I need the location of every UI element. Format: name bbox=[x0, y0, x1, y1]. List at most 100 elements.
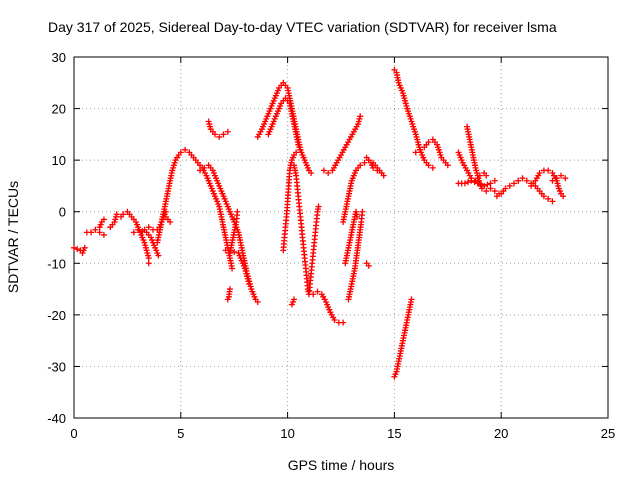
data-point bbox=[519, 175, 526, 182]
data-point bbox=[254, 298, 261, 305]
series-arc-27 bbox=[391, 66, 436, 171]
series-arc-18 bbox=[291, 162, 322, 298]
data-point bbox=[425, 162, 432, 169]
data-point bbox=[461, 180, 468, 187]
data-point bbox=[378, 170, 385, 177]
series-arc-23 bbox=[342, 208, 361, 267]
data-point bbox=[357, 113, 364, 120]
data-point bbox=[506, 182, 513, 189]
data-point bbox=[234, 208, 241, 215]
data-point bbox=[145, 260, 152, 267]
series-arc-6 bbox=[130, 226, 162, 259]
data-point bbox=[141, 226, 148, 233]
data-point bbox=[231, 248, 238, 255]
data-point bbox=[487, 185, 494, 192]
data-point bbox=[320, 167, 327, 174]
series-arc-26 bbox=[363, 260, 372, 269]
data-point bbox=[474, 180, 481, 187]
y-tick-label: 30 bbox=[52, 50, 66, 65]
data-point bbox=[325, 170, 332, 177]
data-point bbox=[444, 162, 451, 169]
data-point bbox=[216, 133, 223, 140]
data-point bbox=[201, 164, 208, 171]
axis-ticks: 0 5 10 15 20 25 -40 -30 -20 -10 0 10 20 30 bbox=[47, 50, 615, 441]
grid bbox=[74, 57, 608, 418]
series-arc-8 bbox=[154, 146, 236, 272]
data-point bbox=[354, 213, 361, 220]
data-point bbox=[182, 146, 189, 153]
data-point bbox=[412, 149, 419, 156]
data-point bbox=[88, 229, 95, 236]
series-arc-29 bbox=[391, 296, 415, 380]
data-point bbox=[545, 195, 552, 202]
x-axis-label: GPS time / hours bbox=[288, 457, 395, 473]
data-point bbox=[331, 317, 338, 324]
data-point bbox=[177, 149, 184, 156]
y-tick-label: -20 bbox=[47, 308, 66, 323]
data-point bbox=[361, 159, 368, 166]
data-point bbox=[167, 219, 174, 226]
data-point bbox=[229, 265, 236, 272]
data-point bbox=[224, 296, 231, 303]
data-point bbox=[483, 188, 490, 195]
series-arc-19 bbox=[288, 296, 298, 308]
data-point bbox=[130, 229, 137, 236]
data-point bbox=[246, 280, 253, 287]
data-point bbox=[71, 244, 77, 251]
data-point bbox=[560, 193, 567, 200]
series-arc-17 bbox=[280, 149, 300, 254]
y-tick-label: -40 bbox=[47, 411, 66, 426]
data-point bbox=[536, 170, 543, 177]
chart-title: Day 317 of 2025, Sidereal Day-to-day VTE… bbox=[48, 19, 557, 35]
data-point bbox=[549, 177, 556, 184]
data-point bbox=[92, 226, 99, 233]
data-point bbox=[100, 216, 107, 223]
series-arc-24 bbox=[345, 208, 366, 303]
data-point bbox=[365, 262, 372, 269]
data-point bbox=[74, 246, 81, 253]
data-point bbox=[477, 181, 484, 188]
series-arc-35 bbox=[528, 167, 567, 200]
data-point bbox=[515, 177, 522, 184]
data-point bbox=[408, 296, 415, 303]
data-point bbox=[310, 291, 317, 298]
data-point bbox=[224, 128, 231, 135]
series-arc-2 bbox=[83, 216, 107, 236]
series-arc-14 bbox=[205, 118, 231, 140]
series-arc-20 bbox=[310, 288, 347, 326]
series-arc-13 bbox=[224, 286, 233, 303]
data-point bbox=[484, 181, 491, 188]
data-point bbox=[79, 249, 86, 256]
series-arc-25 bbox=[363, 154, 385, 177]
y-tick-label: 10 bbox=[52, 153, 66, 168]
data-point bbox=[553, 175, 560, 182]
data-point bbox=[425, 139, 432, 146]
x-tick-label: 20 bbox=[494, 426, 508, 441]
data-point bbox=[481, 182, 488, 189]
x-tick-label: 15 bbox=[387, 426, 401, 441]
data-point bbox=[483, 172, 490, 179]
data-point bbox=[493, 193, 500, 200]
data-point bbox=[429, 164, 436, 171]
data-point bbox=[211, 131, 218, 138]
x-tick-label: 10 bbox=[280, 426, 294, 441]
series-arc-3 bbox=[96, 229, 107, 238]
y-tick-label: -10 bbox=[47, 256, 66, 271]
data-point bbox=[96, 229, 103, 236]
series-arc-9 bbox=[162, 213, 174, 226]
series-arc-12 bbox=[226, 208, 241, 256]
series-arc-5 bbox=[120, 208, 152, 267]
data-point bbox=[523, 177, 530, 184]
data-point bbox=[562, 175, 569, 182]
y-tick-label: -30 bbox=[47, 359, 66, 374]
x-tick-label: 0 bbox=[70, 426, 77, 441]
series-arc-21 bbox=[320, 113, 364, 177]
data-point bbox=[549, 198, 556, 205]
data-point bbox=[297, 146, 304, 153]
data-point bbox=[314, 288, 321, 295]
data-point bbox=[465, 179, 472, 186]
plot-frame bbox=[73, 56, 609, 419]
series-arc-16 bbox=[265, 95, 304, 153]
y-axis-label: SDTVAR / TECUs bbox=[5, 181, 21, 293]
